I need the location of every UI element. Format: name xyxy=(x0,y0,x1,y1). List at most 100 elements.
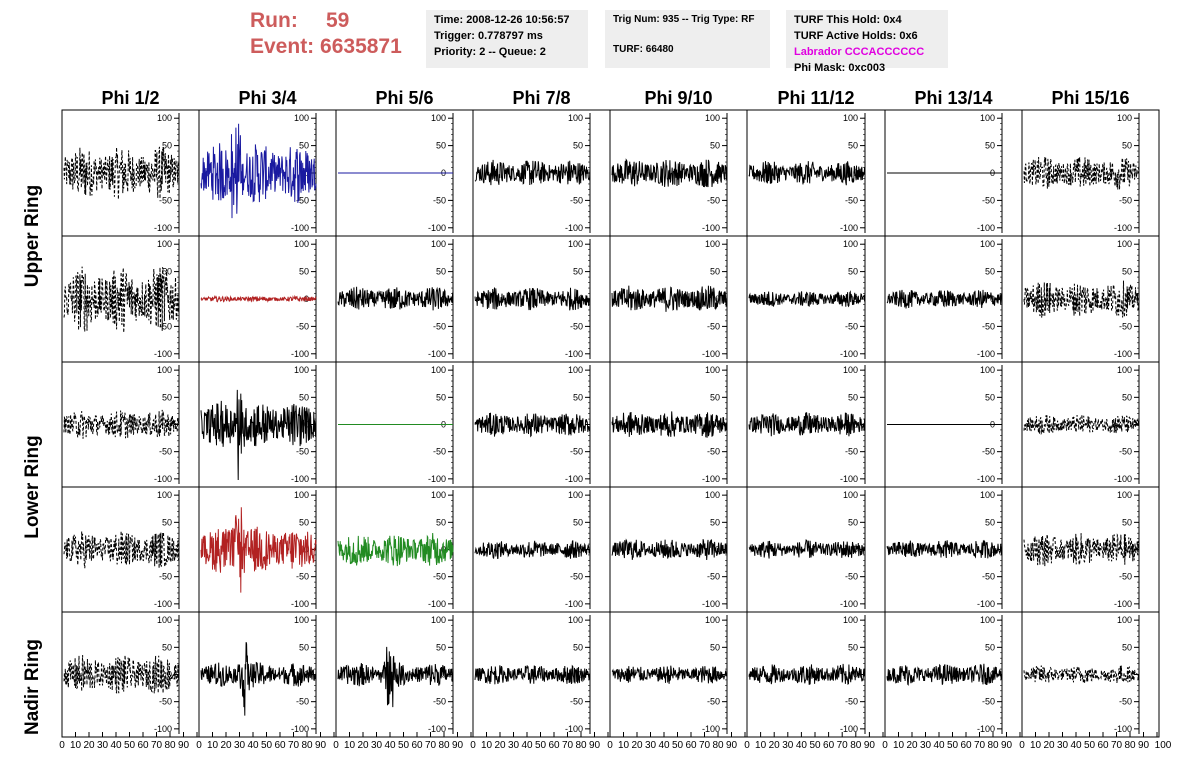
x-tick-label: 60 xyxy=(137,740,149,751)
waveform-trace xyxy=(337,286,454,311)
x-tick-label: 50 xyxy=(1084,740,1096,751)
y-tick-label: 50 xyxy=(985,267,995,277)
y-tick-label: -100 xyxy=(428,599,446,609)
x-tick-label: 30 xyxy=(920,740,932,751)
y-tick-label: -100 xyxy=(977,223,995,233)
waveform-trace xyxy=(611,538,728,561)
y-tick-label: 100 xyxy=(294,365,309,375)
y-tick-label: -50 xyxy=(570,195,583,205)
x-tick-label: 50 xyxy=(672,740,684,751)
y-tick-label: -50 xyxy=(296,697,309,707)
y-tick-label: 50 xyxy=(573,267,583,277)
y-tick-label: -100 xyxy=(154,724,172,734)
y-tick-label: 50 xyxy=(710,267,720,277)
y-tick-label: -50 xyxy=(570,321,583,331)
column-header: Phi 7/8 xyxy=(512,88,570,108)
y-tick-label: 100 xyxy=(157,490,172,500)
waveform-trace xyxy=(748,290,866,308)
y-tick-label: -50 xyxy=(433,321,446,331)
x-tick-label: 90 xyxy=(1001,740,1013,751)
time-text: Time: 2008-12-26 10:56:57 xyxy=(434,14,570,26)
column-header: Phi 5/6 xyxy=(375,88,433,108)
waveform-trace xyxy=(337,646,454,708)
turf-this-hold-text: TURF This Hold: 0x4 xyxy=(794,14,902,26)
x-tick-label: 50 xyxy=(535,740,547,751)
y-tick-label: -50 xyxy=(296,572,309,582)
y-tick-label: 50 xyxy=(436,517,446,527)
y-tick-label: -50 xyxy=(433,572,446,582)
x-tick-label: 100 xyxy=(1155,740,1172,751)
y-tick-label: 0 xyxy=(1127,168,1132,178)
y-tick-label: 0 xyxy=(578,294,583,304)
trigger-info-panel: Trig Num: 935 -- Trig Type: RF TURF: 664… xyxy=(605,10,770,68)
y-tick-label: 100 xyxy=(980,239,995,249)
x-tick-label: 10 xyxy=(207,740,219,751)
column-header: Phi 3/4 xyxy=(238,88,296,108)
y-tick-label: -100 xyxy=(702,223,720,233)
y-tick-label: -100 xyxy=(702,474,720,484)
x-tick-label: 20 xyxy=(357,740,369,751)
y-tick-label: -50 xyxy=(1119,572,1132,582)
column-header: Phi 9/10 xyxy=(644,88,712,108)
waveform-trace xyxy=(200,294,317,303)
x-tick-label: 60 xyxy=(274,740,286,751)
turf-text: TURF: 66480 xyxy=(613,44,674,55)
y-tick-label: -100 xyxy=(428,474,446,484)
y-tick-label: -100 xyxy=(565,599,583,609)
waveform-trace xyxy=(611,411,728,438)
x-tick-label: 70 xyxy=(425,740,437,751)
y-tick-label: 50 xyxy=(162,392,172,402)
x-tick-label: 60 xyxy=(823,740,835,751)
y-tick-label: 100 xyxy=(705,490,720,500)
x-tick-label: 10 xyxy=(481,740,493,751)
waveform-trace xyxy=(200,389,317,481)
y-tick-label: 0 xyxy=(990,545,995,555)
x-tick-label: 20 xyxy=(631,740,643,751)
waveform-trace xyxy=(63,409,180,439)
x-tick-label: 80 xyxy=(987,740,999,751)
waveform-trace xyxy=(1023,156,1140,190)
row-label: Upper Ring xyxy=(22,185,43,287)
y-tick-label: 50 xyxy=(573,141,583,151)
x-tick-label: 10 xyxy=(344,740,356,751)
y-tick-label: -50 xyxy=(159,697,172,707)
y-tick-label: 100 xyxy=(843,113,858,123)
x-tick-label: 0 xyxy=(59,740,65,751)
y-tick-label: 100 xyxy=(294,239,309,249)
x-tick-label: 0 xyxy=(470,740,476,751)
turf-info-panel: TURF This Hold: 0x4 TURF Active Holds: 0… xyxy=(786,10,948,74)
waveform-trace xyxy=(474,412,591,438)
y-tick-label: -100 xyxy=(565,223,583,233)
waveform-trace xyxy=(63,530,180,569)
run-event-box: Run: 59 Event: 6635871 xyxy=(250,8,402,60)
y-tick-label: 50 xyxy=(436,267,446,277)
y-tick-label: 100 xyxy=(568,490,583,500)
x-tick-label: 30 xyxy=(645,740,657,751)
y-tick-label: 100 xyxy=(705,113,720,123)
y-tick-label: -50 xyxy=(1119,321,1132,331)
y-tick-label: 100 xyxy=(705,239,720,249)
y-tick-label: 100 xyxy=(157,239,172,249)
y-tick-label: -100 xyxy=(1114,223,1132,233)
y-tick-label: 50 xyxy=(573,517,583,527)
y-tick-label: -100 xyxy=(565,349,583,359)
y-tick-label: 100 xyxy=(431,113,446,123)
y-tick-label: -50 xyxy=(1119,195,1132,205)
y-tick-label: -100 xyxy=(977,349,995,359)
y-tick-label: 100 xyxy=(980,490,995,500)
y-tick-label: -100 xyxy=(428,724,446,734)
y-tick-label: 50 xyxy=(299,642,309,652)
y-tick-label: -100 xyxy=(840,599,858,609)
x-tick-label: 50 xyxy=(947,740,959,751)
x-tick-label: 80 xyxy=(712,740,724,751)
y-tick-label: 0 xyxy=(1127,545,1132,555)
x-tick-label: 90 xyxy=(589,740,601,751)
y-tick-label: 100 xyxy=(294,490,309,500)
y-tick-label: -50 xyxy=(570,572,583,582)
y-tick-label: 50 xyxy=(299,392,309,402)
x-tick-label: 0 xyxy=(333,740,339,751)
y-tick-label: -100 xyxy=(291,599,309,609)
labrador-text: Labrador CCCACCCCCC xyxy=(794,46,925,58)
x-tick-label: 30 xyxy=(782,740,794,751)
x-tick-label: 60 xyxy=(411,740,423,751)
